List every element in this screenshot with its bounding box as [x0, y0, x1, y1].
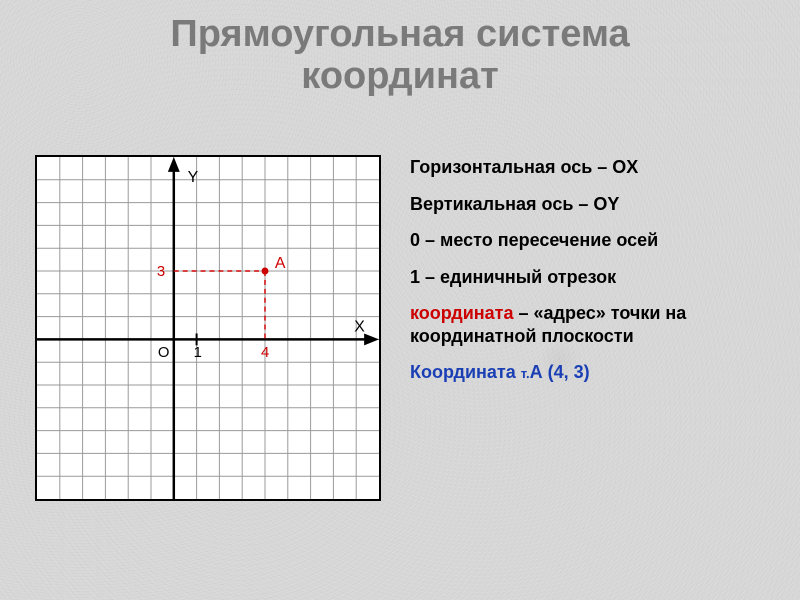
x-axis-label: X	[354, 318, 365, 335]
y-axis-label: Y	[188, 169, 199, 186]
def-coordinate: координата – «адрес» точки на координатн…	[410, 302, 770, 347]
def-origin: 0 – место пересечение осей	[410, 229, 770, 252]
origin-label: O	[158, 345, 170, 361]
coord-small: т.	[521, 366, 530, 381]
coord-pre: Координата	[410, 362, 521, 382]
unit-label: 1	[194, 345, 202, 361]
coordinate-svg: Y X O 1 A 3 4	[37, 157, 379, 499]
def-coordinate-term: координата	[410, 303, 514, 323]
def-unit-segment: 1 – единичный отрезок	[410, 266, 770, 289]
y-coord-label: 3	[157, 264, 165, 280]
definitions-block: Горизонтальная ось – OX Вертикальная ось…	[410, 156, 770, 398]
grid-lines	[37, 157, 379, 499]
def-point-coordinate: Координата т.А (4, 3)	[410, 361, 770, 384]
coord-post: А (4, 3)	[530, 362, 590, 382]
y-axis-arrow-icon	[168, 157, 180, 172]
def-vertical-axis: Вертикальная ось – OY	[410, 193, 770, 216]
x-axis-arrow-icon	[364, 333, 379, 345]
axes	[37, 167, 369, 499]
title-line1: Прямоугольная система	[170, 13, 629, 55]
coordinate-plane-chart: Y X O 1 A 3 4	[35, 155, 381, 501]
point-a-marker	[262, 268, 269, 275]
page-title: Прямоугольная система координат	[0, 14, 800, 98]
title-line2: координат	[301, 55, 498, 97]
point-a-label: A	[275, 255, 286, 272]
x-coord-label: 4	[261, 345, 269, 361]
def-horizontal-axis: Горизонтальная ось – OX	[410, 156, 770, 179]
